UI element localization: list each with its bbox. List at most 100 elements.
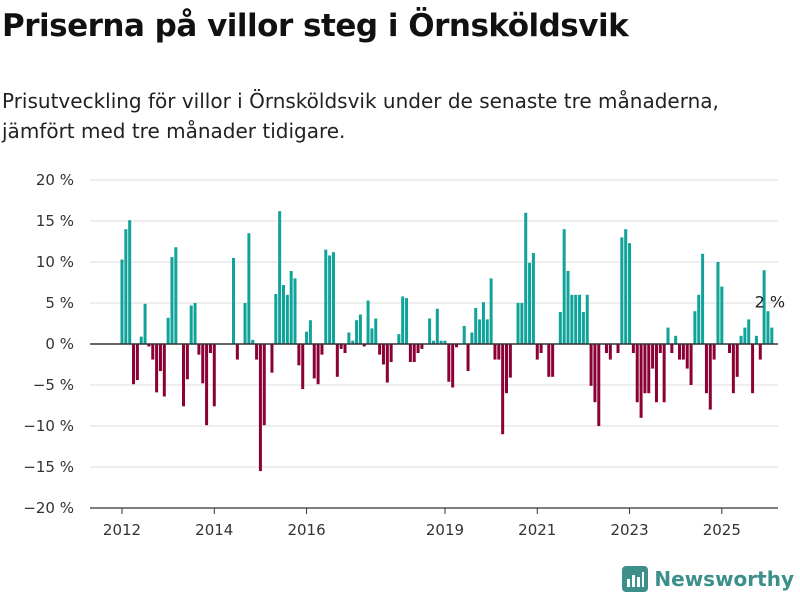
bar (481, 302, 485, 344)
bar (289, 271, 293, 344)
bar (639, 344, 643, 418)
bar (420, 344, 424, 349)
last-value-label: 2 % (755, 293, 785, 312)
brand-name: Newsworthy (654, 567, 794, 591)
bar (328, 255, 332, 344)
x-tick-label: 2019 (426, 521, 464, 539)
bar (674, 335, 678, 344)
bar (147, 344, 151, 347)
bar (162, 344, 166, 397)
bar (335, 344, 339, 377)
bar (762, 270, 766, 344)
bar (189, 305, 193, 344)
bar (197, 344, 201, 355)
bar (174, 247, 178, 344)
bar (770, 327, 774, 344)
bar (193, 303, 197, 344)
bar (685, 344, 689, 369)
bar (397, 334, 401, 344)
bar (297, 344, 301, 366)
bar (158, 344, 162, 372)
y-tick-label: 10 % (36, 253, 74, 271)
bar (558, 312, 562, 344)
y-tick-label: 5 % (45, 294, 74, 312)
bar (347, 332, 351, 344)
bar (747, 319, 751, 344)
bar (739, 335, 743, 344)
bar (478, 319, 482, 344)
bar (374, 318, 378, 344)
bar (274, 293, 278, 344)
bar (151, 344, 155, 360)
grid-lines (90, 179, 778, 468)
x-tick-label: 2025 (703, 521, 741, 539)
bar (301, 344, 305, 390)
x-tick-label: 2012 (103, 521, 141, 539)
bar (620, 237, 624, 344)
bar (128, 220, 132, 344)
bar (355, 320, 359, 344)
bar (262, 344, 266, 426)
bar (362, 344, 366, 347)
bar (132, 344, 136, 385)
bar (631, 344, 635, 354)
bar (405, 298, 409, 344)
bar (366, 300, 370, 344)
bar (339, 344, 343, 349)
bar (389, 344, 393, 363)
bar (255, 344, 259, 360)
bar (235, 344, 239, 360)
bar (535, 344, 539, 360)
bar (708, 344, 712, 410)
bar (731, 344, 735, 394)
bar (693, 311, 697, 344)
bar (447, 344, 451, 382)
bar (616, 344, 620, 354)
bar (654, 344, 658, 403)
bar (516, 303, 520, 344)
bar (501, 344, 505, 435)
bar (670, 344, 674, 354)
bar (470, 332, 474, 344)
bar (628, 243, 632, 344)
y-tick-label: −20 % (23, 499, 74, 517)
bar (293, 278, 297, 344)
bar (247, 233, 251, 344)
bar (562, 229, 566, 344)
bar (412, 344, 416, 363)
bar (758, 344, 762, 360)
bar (697, 294, 701, 344)
bar-series (120, 211, 774, 472)
bar (170, 257, 174, 344)
bar (566, 271, 570, 344)
bar (201, 344, 205, 384)
bar (308, 320, 312, 344)
bar (351, 340, 355, 344)
bar (305, 331, 309, 344)
bar (270, 344, 274, 373)
y-axis-labels: 20 % 15 % 10 % 5 % 0 % −5 % −10 % −15 % −20 % (23, 171, 74, 517)
bar (581, 312, 585, 344)
bar (281, 284, 285, 344)
bar (485, 319, 489, 344)
bar (597, 344, 601, 426)
bar (212, 344, 216, 407)
bar (751, 344, 755, 394)
bar (120, 259, 124, 344)
bar (604, 344, 608, 354)
bar (666, 327, 670, 344)
bar (431, 340, 435, 344)
y-tick-label: −10 % (23, 417, 74, 435)
bar (689, 344, 693, 385)
bar (539, 344, 543, 354)
bar (331, 252, 335, 344)
newsworthy-logo: Newsworthy (622, 566, 794, 592)
bar (578, 294, 582, 344)
bar (489, 278, 493, 344)
bar (712, 344, 716, 360)
bar (320, 344, 324, 355)
y-tick-label: −5 % (33, 376, 74, 394)
bar (232, 257, 235, 344)
bar (497, 344, 501, 360)
bar (155, 344, 159, 393)
